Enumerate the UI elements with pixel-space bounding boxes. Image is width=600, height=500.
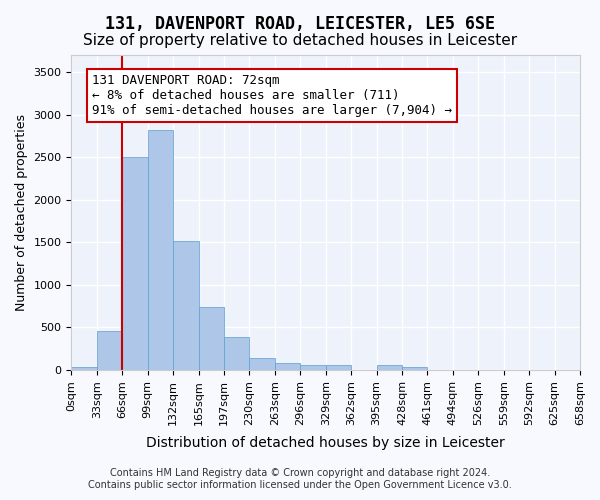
Bar	[173, 240, 199, 370]
Bar	[275, 363, 300, 370]
Bar	[377, 366, 402, 370]
Bar	[199, 307, 224, 370]
Bar	[97, 331, 122, 370]
Y-axis label: Number of detached properties: Number of detached properties	[15, 114, 28, 311]
X-axis label: Distribution of detached houses by size in Leicester: Distribution of detached houses by size …	[146, 436, 505, 450]
Bar	[71, 368, 97, 370]
Bar	[300, 366, 326, 370]
Bar	[402, 368, 427, 370]
Bar	[122, 157, 148, 370]
Bar	[250, 358, 275, 370]
Text: 131, DAVENPORT ROAD, LEICESTER, LE5 6SE: 131, DAVENPORT ROAD, LEICESTER, LE5 6SE	[105, 15, 495, 33]
Bar	[148, 130, 173, 370]
Text: Size of property relative to detached houses in Leicester: Size of property relative to detached ho…	[83, 32, 517, 48]
Text: Contains HM Land Registry data © Crown copyright and database right 2024.
Contai: Contains HM Land Registry data © Crown c…	[88, 468, 512, 490]
Bar	[224, 337, 250, 370]
Text: 131 DAVENPORT ROAD: 72sqm
← 8% of detached houses are smaller (711)
91% of semi-: 131 DAVENPORT ROAD: 72sqm ← 8% of detach…	[92, 74, 452, 117]
Bar	[326, 366, 351, 370]
